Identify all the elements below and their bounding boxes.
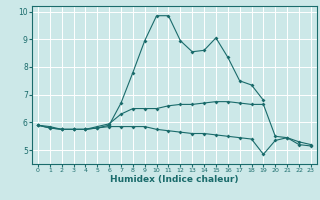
X-axis label: Humidex (Indice chaleur): Humidex (Indice chaleur): [110, 175, 239, 184]
